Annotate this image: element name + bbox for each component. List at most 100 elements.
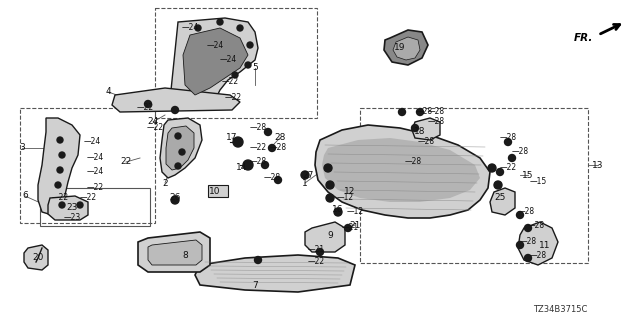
- Circle shape: [269, 145, 275, 151]
- Text: —28: —28: [250, 157, 267, 166]
- Circle shape: [264, 129, 271, 135]
- Circle shape: [233, 137, 243, 147]
- Circle shape: [326, 181, 334, 189]
- Text: —28: —28: [405, 157, 422, 166]
- Text: —22: —22: [51, 194, 68, 203]
- Polygon shape: [112, 88, 240, 112]
- Circle shape: [217, 19, 223, 25]
- Circle shape: [317, 249, 323, 255]
- Text: 14: 14: [236, 164, 248, 172]
- Text: —28: —28: [528, 220, 545, 229]
- Text: —12: —12: [346, 207, 364, 217]
- Polygon shape: [24, 245, 48, 270]
- Text: 12: 12: [344, 188, 356, 196]
- Text: TZ34B3715C: TZ34B3715C: [533, 306, 587, 315]
- Polygon shape: [195, 255, 355, 292]
- Text: —28: —28: [520, 237, 537, 246]
- Text: 26: 26: [170, 194, 180, 203]
- Circle shape: [179, 149, 185, 155]
- Circle shape: [175, 133, 181, 139]
- Circle shape: [417, 108, 424, 116]
- Text: 8: 8: [182, 251, 188, 260]
- Text: —28: —28: [530, 251, 547, 260]
- Circle shape: [525, 254, 531, 261]
- Circle shape: [172, 107, 179, 114]
- Bar: [360, 108, 588, 263]
- Text: —22: —22: [225, 93, 241, 102]
- Circle shape: [326, 194, 334, 202]
- Text: 2: 2: [162, 179, 168, 188]
- Text: 20: 20: [32, 253, 44, 262]
- Text: —22: —22: [86, 183, 104, 193]
- Text: —24: —24: [206, 41, 223, 50]
- Bar: [20, 108, 155, 223]
- Circle shape: [77, 202, 83, 208]
- Circle shape: [232, 72, 238, 78]
- Bar: [155, 8, 317, 118]
- Polygon shape: [315, 125, 490, 218]
- Text: 9: 9: [327, 230, 333, 239]
- Polygon shape: [384, 30, 428, 65]
- Circle shape: [324, 164, 332, 172]
- Polygon shape: [38, 118, 80, 215]
- Circle shape: [237, 25, 243, 31]
- Bar: [40, 188, 150, 226]
- Text: 17: 17: [227, 133, 237, 142]
- Circle shape: [494, 181, 502, 189]
- Circle shape: [255, 257, 262, 263]
- Polygon shape: [518, 222, 558, 265]
- Text: —12: —12: [337, 194, 353, 203]
- Circle shape: [262, 162, 269, 169]
- Polygon shape: [305, 222, 345, 252]
- Polygon shape: [160, 118, 202, 178]
- Circle shape: [245, 62, 251, 68]
- Polygon shape: [170, 18, 258, 100]
- Text: 7: 7: [252, 281, 258, 290]
- Polygon shape: [48, 196, 88, 220]
- Circle shape: [344, 225, 351, 231]
- Text: 10: 10: [209, 188, 221, 196]
- Text: —22: —22: [250, 143, 267, 153]
- Polygon shape: [138, 232, 210, 272]
- Text: —28: —28: [518, 207, 535, 217]
- Text: 4: 4: [105, 87, 111, 97]
- Text: 23: 23: [67, 204, 77, 212]
- Circle shape: [301, 171, 309, 179]
- Circle shape: [57, 137, 63, 143]
- Text: 5: 5: [252, 63, 258, 73]
- Text: —22: —22: [136, 103, 154, 113]
- Polygon shape: [322, 138, 480, 202]
- Circle shape: [247, 42, 253, 48]
- Text: —22: —22: [221, 77, 239, 86]
- Text: 13: 13: [592, 161, 604, 170]
- Circle shape: [488, 164, 496, 172]
- Text: —24: —24: [86, 154, 104, 163]
- Bar: [208, 185, 228, 197]
- Text: 22: 22: [120, 157, 132, 166]
- Circle shape: [516, 212, 524, 219]
- Polygon shape: [166, 126, 194, 170]
- Circle shape: [497, 169, 504, 175]
- Text: —21: —21: [307, 245, 324, 254]
- Text: 25: 25: [494, 194, 506, 203]
- Text: 1: 1: [302, 179, 308, 188]
- Text: —28: —28: [428, 117, 445, 126]
- Polygon shape: [393, 37, 420, 60]
- Text: —28: —28: [418, 138, 435, 147]
- Text: —22: —22: [147, 124, 164, 132]
- Text: —24: —24: [83, 138, 100, 147]
- Circle shape: [175, 163, 181, 169]
- Text: —22: —22: [79, 194, 97, 203]
- Text: —15: —15: [530, 178, 547, 187]
- Text: —24: —24: [181, 23, 198, 33]
- Circle shape: [171, 196, 179, 204]
- Text: 6: 6: [22, 191, 28, 201]
- Text: —23: —23: [63, 213, 81, 222]
- Text: 28: 28: [275, 133, 285, 142]
- Text: 3: 3: [19, 143, 25, 153]
- Text: —28: —28: [269, 143, 287, 153]
- Text: —28: —28: [512, 148, 529, 156]
- Text: —22: —22: [307, 258, 324, 267]
- Circle shape: [59, 152, 65, 158]
- Text: —28: —28: [500, 133, 517, 142]
